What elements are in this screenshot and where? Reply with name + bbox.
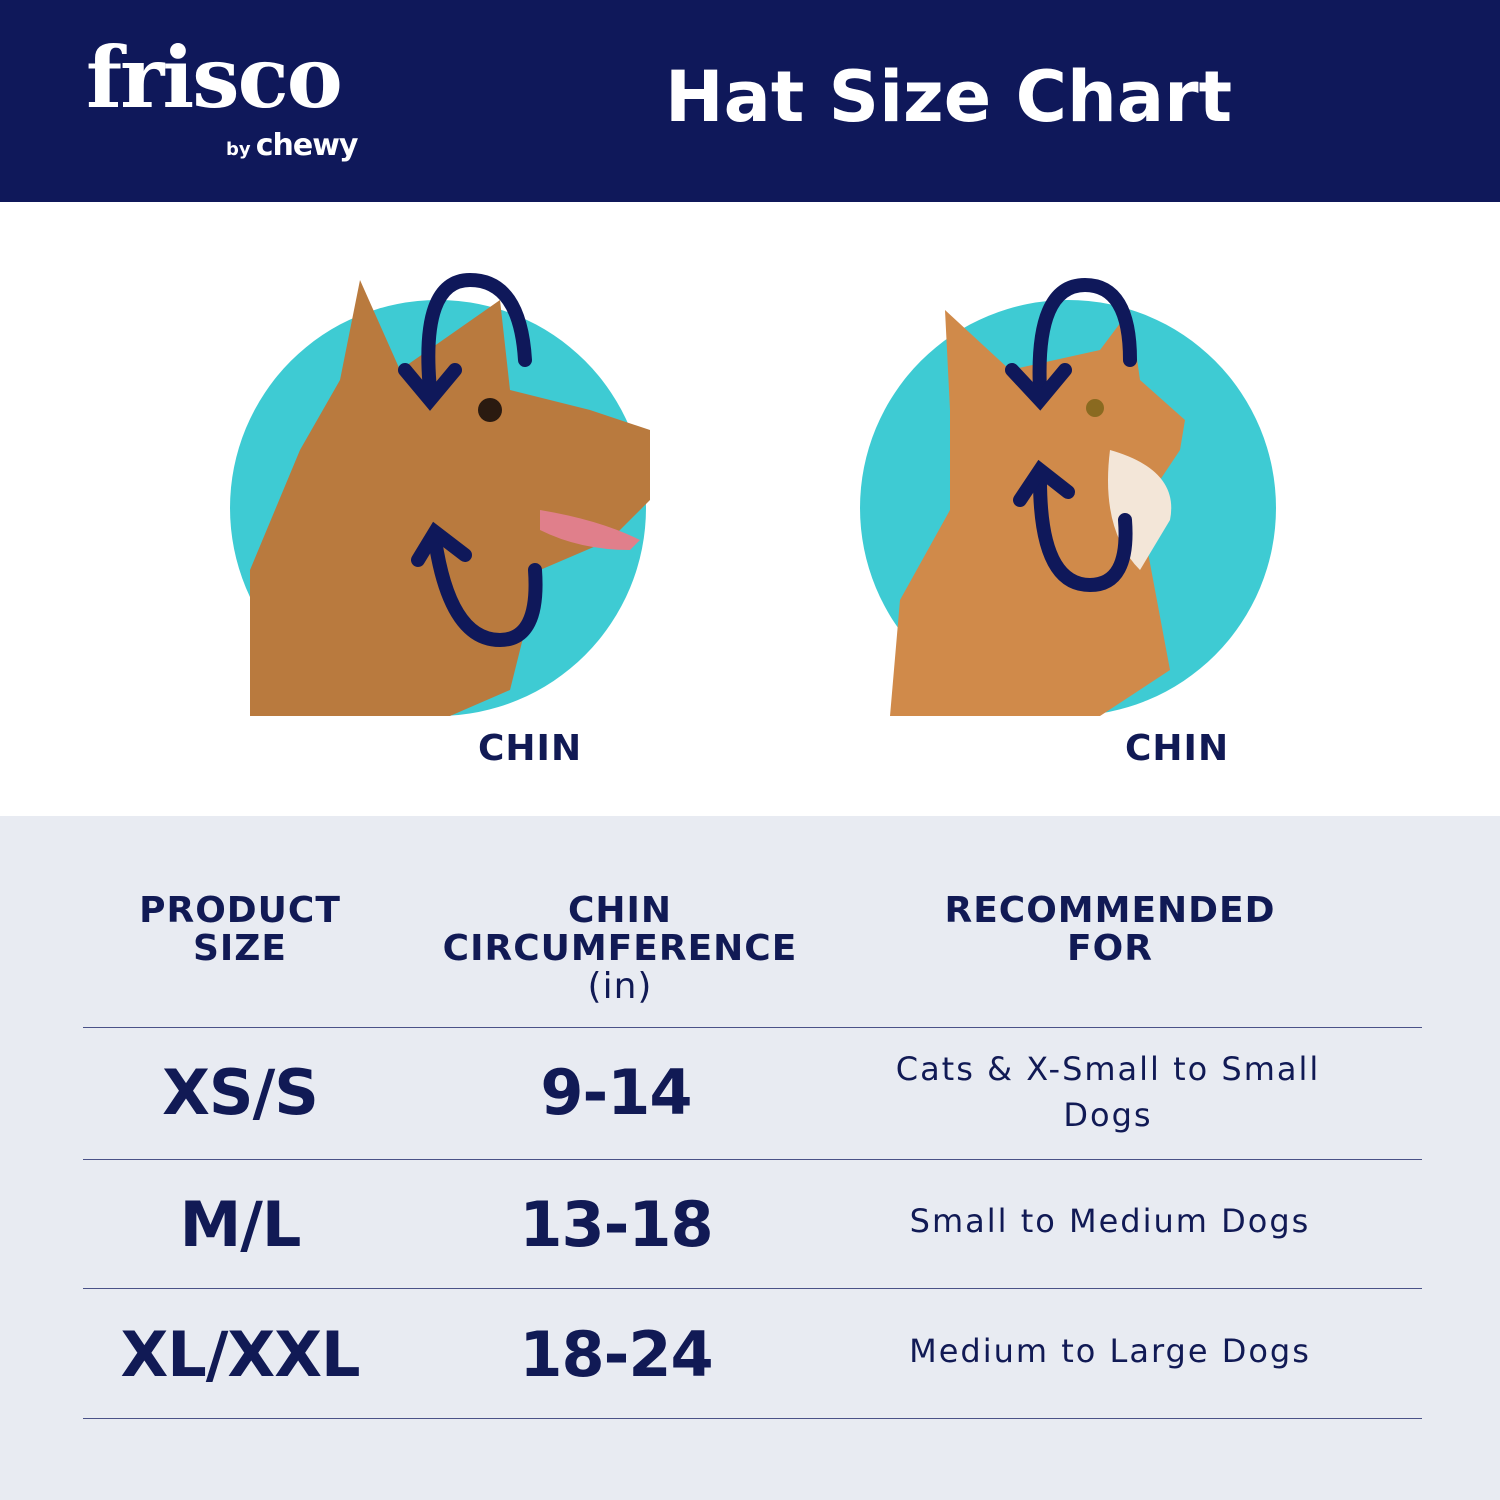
page-title: Hat Size Chart	[665, 56, 1233, 138]
measure-arrow-icon	[398, 272, 543, 648]
cat-eye	[1086, 399, 1104, 417]
divider	[83, 1027, 1422, 1028]
divider	[83, 1288, 1422, 1289]
header-chin-unit: (in)	[587, 966, 653, 1007]
logo-byline: by chewy	[226, 128, 359, 163]
divider	[83, 1159, 1422, 1160]
recommended-cell: Medium to Large Dogs	[909, 1332, 1311, 1370]
chin-cell: 9-14	[540, 1056, 692, 1129]
size-table	[0, 816, 1500, 1500]
measure-arrow-icon	[1005, 277, 1137, 593]
header-chin-label: CHIN CIRCUMFERENCE	[442, 890, 798, 969]
logo-brand: frisco	[86, 28, 343, 127]
dog-tongue	[540, 510, 640, 550]
divider	[83, 1418, 1422, 1419]
chin-cell: 18-24	[519, 1318, 713, 1391]
frisco-logo: frisco by chewy	[86, 28, 358, 164]
logo-by: by	[226, 139, 251, 160]
logo-parent: chewy	[255, 128, 359, 163]
dog-chin-illustration	[230, 272, 650, 716]
size-cell: XL/XXL	[120, 1318, 360, 1391]
cat-chin-illustration	[860, 277, 1276, 716]
header-recommended-for: RECOMMENDED FOR	[944, 890, 1276, 969]
header-product-size: PRODUCT SIZE	[139, 890, 341, 969]
dog-chin-label: CHIN	[478, 728, 583, 769]
dog-photo	[250, 280, 650, 716]
size-cell: M/L	[179, 1188, 302, 1261]
chin-cell: 13-18	[519, 1188, 713, 1261]
size-cell: XS/S	[162, 1056, 319, 1129]
header-banner: frisco by chewy Hat Size Chart	[0, 0, 1500, 202]
dog-eye	[478, 398, 502, 422]
recommended-cell: Cats & X-Small to Small Dogs	[895, 1050, 1321, 1134]
recommended-cell: Small to Medium Dogs	[909, 1202, 1311, 1240]
cat-chin-label: CHIN	[1125, 728, 1230, 769]
header-chin-circumference: CHIN CIRCUMFERENCE (in)	[440, 892, 800, 1006]
